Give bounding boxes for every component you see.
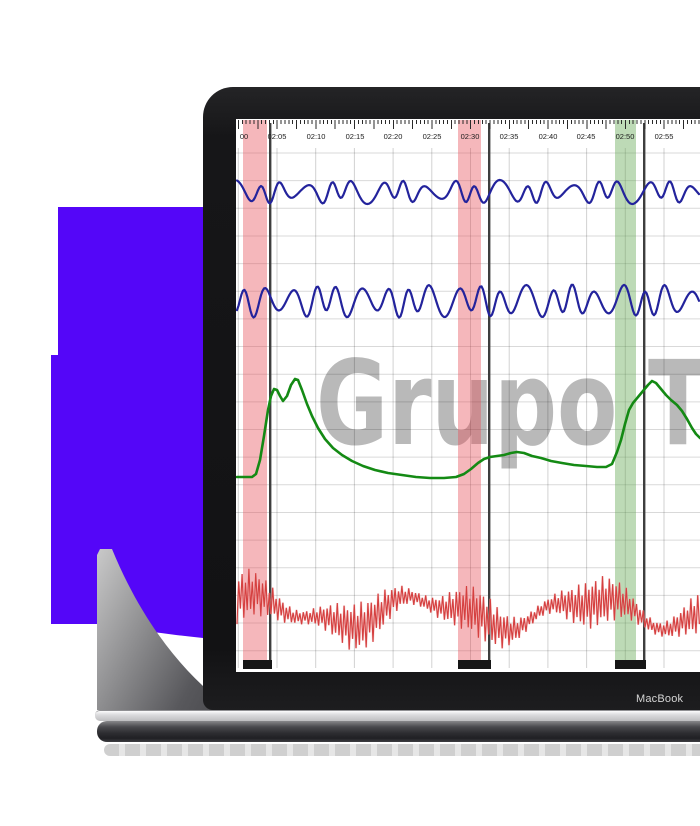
red-band [458, 120, 481, 668]
brand-label: MacBook [636, 693, 684, 705]
eda-trace [236, 377, 700, 480]
pneumo-upper-trace [236, 178, 700, 206]
time-label: 02:45 [576, 132, 596, 141]
time-axis-labels: 00 02:05 02:10 02:15 02:20 02:25 02:30 02:35 02:… [236, 132, 700, 144]
time-label: 02:55 [654, 132, 674, 141]
time-label: 02:35 [499, 132, 519, 141]
section-divider [643, 123, 646, 668]
decor-blob [51, 207, 203, 638]
time-label: 02:40 [538, 132, 558, 141]
time-label: 00 [239, 132, 249, 141]
time-label: 02:10 [306, 132, 326, 141]
green-band [615, 120, 636, 668]
time-label: 02:15 [345, 132, 365, 141]
laptop-base-front-edge [97, 721, 700, 742]
polygraph-chart-panel: Grupo T 00 02:05 02:10 02:15 02:20 02:25 02:30… [236, 119, 700, 672]
time-ruler-ticks [236, 120, 700, 130]
cardio-trace [236, 568, 700, 650]
time-label: 02:50 [615, 132, 635, 141]
time-label: 02:25 [422, 132, 442, 141]
time-label: 02:30 [460, 132, 480, 141]
event-bottom-marker [615, 660, 646, 669]
event-bottom-marker [243, 660, 272, 669]
laptop-screen: Grupo T 00 02:05 02:10 02:15 02:20 02:25 02:30… [200, 84, 700, 713]
watermark-text: Grupo T [316, 335, 700, 472]
time-label: 02:20 [383, 132, 403, 141]
pneumo-lower-trace [236, 283, 700, 319]
chart-plot-area[interactable]: Grupo T [236, 119, 700, 672]
event-bottom-marker [458, 660, 491, 669]
laptop-base-reflection [104, 744, 700, 756]
time-label: 02:05 [267, 132, 287, 141]
laptop-base-deck [95, 710, 700, 721]
section-divider [488, 123, 491, 668]
